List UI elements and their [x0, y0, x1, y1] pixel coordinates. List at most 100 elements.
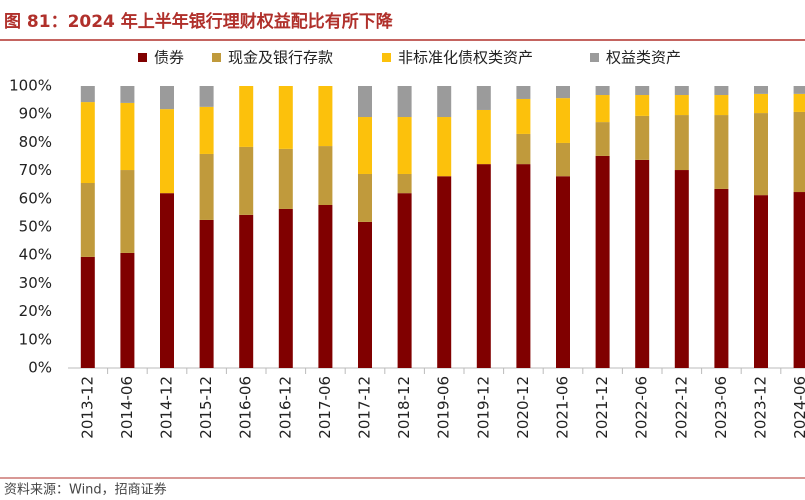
bar-segment	[278, 86, 293, 149]
bar-segment	[516, 86, 531, 99]
bar-segment	[793, 86, 805, 94]
bar-segment	[714, 95, 729, 116]
x-tick-label: 2016-12	[276, 376, 294, 439]
x-tick-label: 2013-12	[78, 376, 96, 439]
bar-segment	[437, 86, 452, 118]
y-tick-label: 100%	[9, 77, 52, 95]
bar-segment	[516, 164, 531, 368]
x-tick-label: 2017-06	[316, 376, 334, 439]
bar-segment	[793, 192, 805, 368]
bar-segment	[595, 86, 610, 96]
x-tick-label: 2021-06	[554, 376, 572, 439]
bar-segment	[476, 109, 491, 165]
bar-segment	[437, 117, 452, 177]
x-tick-label: 2016-06	[237, 376, 255, 439]
x-tick-label: 2015-12	[197, 376, 215, 439]
x-tick-label: 2014-06	[118, 376, 136, 439]
bar-segment	[714, 188, 729, 368]
bar-segment	[556, 98, 570, 143]
y-tick-label: 70%	[19, 161, 52, 179]
bar-segment	[318, 86, 333, 147]
bar-segment	[278, 208, 293, 368]
bar-segment	[318, 205, 333, 368]
bar-segment	[754, 195, 768, 368]
bar-segment	[793, 93, 805, 112]
bar-segment	[397, 86, 412, 118]
x-tick-label: 2021-12	[593, 376, 611, 439]
bar-segment	[635, 159, 650, 368]
bar-segment	[674, 95, 689, 116]
bar-segment	[318, 146, 333, 206]
bar-segment	[793, 111, 805, 193]
y-tick-label: 80%	[19, 133, 52, 151]
bar-segment	[635, 95, 650, 116]
x-tick-label: 2024-06	[791, 376, 805, 439]
legend-label: 现金及银行存款	[228, 49, 333, 67]
bar-segment	[674, 86, 689, 96]
y-tick-label: 90%	[19, 105, 52, 123]
x-tick-label: 2017-12	[356, 376, 374, 439]
bar-segment	[595, 155, 610, 368]
bar-segment	[120, 86, 135, 103]
legend-swatch	[138, 53, 147, 62]
bar-segment	[278, 148, 293, 209]
bar-segment	[239, 86, 254, 147]
x-tick-label: 2023-06	[712, 376, 730, 439]
bar-segment	[556, 142, 570, 177]
x-tick-label: 2022-06	[633, 376, 651, 439]
x-tick-label: 2023-12	[752, 376, 770, 439]
x-tick-label: 2019-06	[435, 376, 453, 439]
bar-segment	[714, 115, 729, 189]
bar-segment	[80, 183, 95, 257]
bar-segment	[635, 86, 650, 96]
bar-segment	[120, 170, 135, 253]
bar-segment	[595, 95, 610, 123]
bar-segment	[476, 86, 491, 110]
bar-segment	[160, 86, 174, 110]
bar-segment	[556, 176, 570, 368]
bar-segment	[160, 193, 174, 368]
bar-segment	[476, 164, 491, 368]
bar-segment	[160, 109, 174, 194]
bar-segment	[80, 102, 95, 184]
legend-label: 权益类资产	[606, 49, 681, 67]
y-tick-label: 20%	[19, 302, 52, 320]
bar-segment	[754, 113, 768, 196]
legend-swatch	[382, 53, 391, 62]
bar-segment	[556, 86, 570, 99]
bar-segment	[358, 86, 372, 118]
bar-segment	[358, 221, 372, 368]
bar-segment	[397, 173, 412, 194]
bar-segment	[120, 252, 135, 368]
bar-segment	[674, 170, 689, 368]
y-tick-label: 50%	[19, 218, 52, 236]
x-tick-label: 2014-12	[158, 376, 176, 439]
bar-segment	[516, 133, 531, 165]
bar-segment	[397, 193, 412, 368]
bar-segment	[358, 117, 372, 174]
x-tick-label: 2020-12	[514, 376, 532, 439]
bar-segment	[199, 86, 214, 107]
x-tick-label: 2019-12	[474, 376, 492, 439]
legend-label: 债券	[154, 49, 184, 67]
bar-segment	[595, 122, 610, 156]
bar-segment	[358, 173, 372, 222]
bar-segment	[674, 115, 689, 171]
bar-segment	[199, 153, 214, 220]
y-tick-label: 0%	[28, 359, 52, 377]
bar-segment	[80, 256, 95, 368]
legend-swatch	[212, 53, 221, 62]
y-tick-label: 40%	[19, 246, 52, 264]
bar-segment	[635, 115, 650, 160]
bar-segment	[199, 219, 214, 368]
x-tick-label: 2022-12	[672, 376, 690, 439]
bar-segment	[754, 86, 768, 94]
y-tick-label: 30%	[19, 274, 52, 292]
bar-segment	[516, 98, 531, 134]
bar-segment	[120, 102, 135, 171]
source: 资料来源：Wind，招商证券	[4, 482, 167, 498]
bar-segment	[239, 214, 254, 368]
bar-segment	[199, 106, 214, 154]
